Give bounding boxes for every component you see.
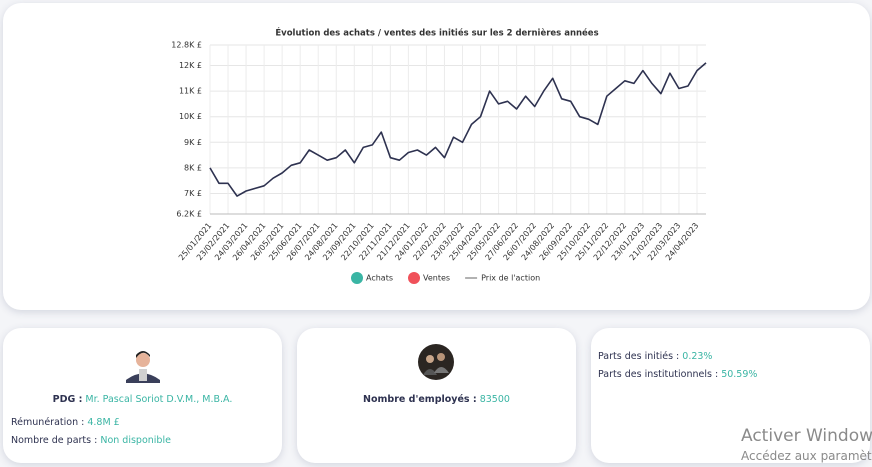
employees-line: Nombre d'employés : 83500 [297, 394, 576, 405]
chart-card: Évolution des achats / ventes des initié… [3, 3, 870, 310]
pay-line: Rémunération : 4.8M £ [11, 417, 120, 428]
watermark-subtitle: Accédez aux paramètres [741, 449, 872, 463]
employees-avatar [418, 344, 454, 380]
legend-label: Prix de l'action [481, 274, 540, 283]
shares-line: Nombre de parts : Non disponible [11, 435, 171, 446]
y-tick-label: 8K £ [184, 163, 202, 172]
label: Parts des institutionnels : [598, 369, 719, 380]
value: Mr. Pascal Soriot D.V.M., M.B.A. [85, 394, 233, 405]
value: Non disponible [100, 435, 171, 446]
legend-label: Achats [366, 274, 393, 283]
label: Nombre d'employés : [363, 394, 477, 405]
legend-label: Ventes [423, 274, 450, 283]
legend-marker [408, 272, 421, 284]
y-tick-label: 6.2K £ [176, 210, 202, 219]
y-tick-label: 12K £ [179, 61, 202, 70]
ceo-avatar [124, 344, 162, 383]
value: 83500 [479, 394, 510, 405]
value: 4.8M £ [87, 417, 120, 428]
chart: Évolution des achats / ventes des initié… [171, 27, 707, 284]
y-tick-label: 7K £ [184, 189, 202, 198]
ceo-line: PDG : Mr. Pascal Soriot D.V.M., M.B.A. [3, 394, 282, 405]
value: 50.59% [721, 369, 758, 380]
y-tick-label: 12.8K £ [171, 41, 202, 50]
label: Rémunération : [11, 417, 85, 428]
price-line [209, 62, 707, 197]
label: Nombre de parts : [11, 435, 98, 446]
y-tick-label: 9K £ [184, 138, 202, 147]
label: PDG : [52, 394, 83, 405]
employees-card: Nombre d'employés : 83500 [297, 328, 576, 463]
ceo-card: PDG : Mr. Pascal Soriot D.V.M., M.B.A. R… [3, 328, 282, 463]
legend-marker [351, 272, 363, 284]
ownership-card: Parts des initiés : 0.23% Parts des inst… [591, 328, 870, 463]
y-tick-label: 11K £ [179, 87, 202, 96]
chart-title: Évolution des achats / ventes des initié… [275, 27, 598, 39]
insiders-line: Parts des initiés : 0.23% [598, 351, 712, 362]
watermark-title: Activer Windows [741, 426, 872, 446]
value: 0.23% [682, 351, 713, 362]
y-tick-label: 10K £ [179, 112, 202, 121]
institutions-line: Parts des institutionnels : 50.59% [598, 369, 757, 380]
label: Parts des initiés : [598, 351, 680, 362]
